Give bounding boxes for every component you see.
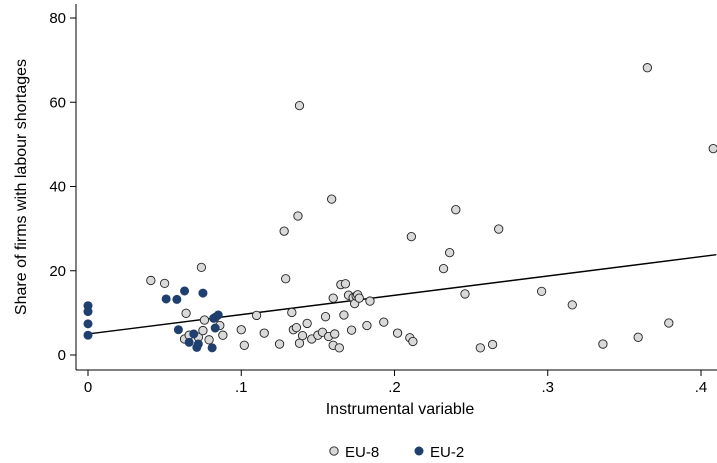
x-tick-label: .4: [695, 379, 708, 396]
x-tick-label: 0: [84, 379, 92, 396]
point-eu8: [362, 320, 372, 331]
point-eu8: [438, 263, 449, 274]
point-eu8: [642, 63, 653, 73]
point-eu8: [293, 211, 303, 221]
point-eu8: [494, 224, 504, 234]
point-eu8: [327, 194, 337, 204]
fit-line-group: [87, 254, 717, 335]
point-eu2: [161, 294, 171, 304]
point-eu8: [287, 307, 297, 318]
point-eu2: [207, 343, 217, 353]
point-eu8: [294, 100, 305, 111]
point-eu2: [210, 323, 220, 333]
point-eu2: [198, 288, 208, 298]
point-eu2: [180, 286, 190, 296]
y-tick-label: 80: [49, 10, 66, 27]
point-eu2: [173, 325, 183, 335]
point-eu8: [281, 274, 291, 284]
point-eu2: [83, 330, 93, 340]
y-tick-label: 40: [49, 179, 66, 196]
x-tick-label: .3: [541, 379, 554, 396]
legend: EU-8 EU-2: [329, 444, 464, 461]
point-eu8: [239, 340, 249, 350]
fit-line: [87, 254, 717, 335]
point-eu8: [451, 205, 461, 215]
point-eu8: [487, 339, 498, 350]
point-eu8: [291, 322, 302, 333]
point-eu8: [320, 312, 331, 322]
point-eu8: [199, 315, 210, 325]
point-eu8: [196, 262, 207, 273]
x-axis-title: Instrumental variable: [326, 401, 475, 418]
point-eu8: [598, 339, 608, 349]
point-eu8: [567, 300, 577, 310]
point-eu8: [198, 325, 208, 336]
point-eu8: [181, 308, 191, 318]
x-tick-label: .1: [235, 379, 248, 396]
point-eu8: [460, 289, 470, 299]
point-eu8: [408, 336, 418, 347]
point-eu8: [328, 293, 338, 303]
point-eu8: [218, 330, 228, 340]
point-eu8: [340, 279, 351, 289]
y-axis-title: Share of firms with labour shortages: [13, 59, 30, 315]
x-tick-label: .2: [388, 379, 401, 396]
legend-marker-eu8: [329, 446, 339, 456]
point-eu8: [392, 328, 403, 338]
point-eu2: [193, 339, 203, 349]
point-eu8: [475, 343, 485, 353]
y-tick-label: 60: [49, 94, 66, 111]
point-eu8: [274, 339, 285, 349]
point-eu8: [204, 335, 214, 345]
point-eu8: [633, 332, 643, 342]
point-eu8: [334, 343, 344, 353]
y-tick-label: 0: [58, 347, 66, 364]
point-eu8: [445, 247, 455, 258]
point-eu8: [339, 310, 349, 320]
point-eu8: [346, 325, 357, 335]
point-eu8: [330, 329, 340, 339]
point-eu8: [159, 278, 170, 289]
y-tick-label: 20: [49, 263, 66, 280]
point-eu8: [259, 328, 269, 338]
legend-marker-eu2: [414, 446, 424, 456]
point-eu8: [236, 325, 246, 335]
point-eu8: [279, 226, 289, 236]
point-eu2: [83, 319, 93, 329]
point-eu8: [146, 275, 156, 286]
legend-label-eu8: EU-8: [345, 444, 379, 461]
point-eu8: [354, 293, 364, 303]
point-eu8: [251, 310, 262, 321]
point-eu2: [83, 307, 93, 317]
point-eu8: [365, 296, 375, 306]
axes: 0 20 40 60 80 0 .1 .2 .3 .4: [49, 4, 717, 396]
point-eu8: [536, 286, 547, 297]
point-eu8: [379, 317, 389, 327]
point-eu2: [213, 310, 223, 320]
point-eu2: [172, 294, 182, 304]
point-eu8: [664, 318, 674, 328]
point-eu8: [302, 318, 312, 329]
legend-label-eu2: EU-2: [430, 444, 464, 461]
point-eu2: [184, 337, 194, 347]
point-eu8: [406, 231, 417, 242]
point-eu2: [189, 329, 199, 339]
point-eu8: [708, 143, 717, 154]
point-eu8: [297, 330, 308, 341]
points-group: [83, 63, 717, 353]
